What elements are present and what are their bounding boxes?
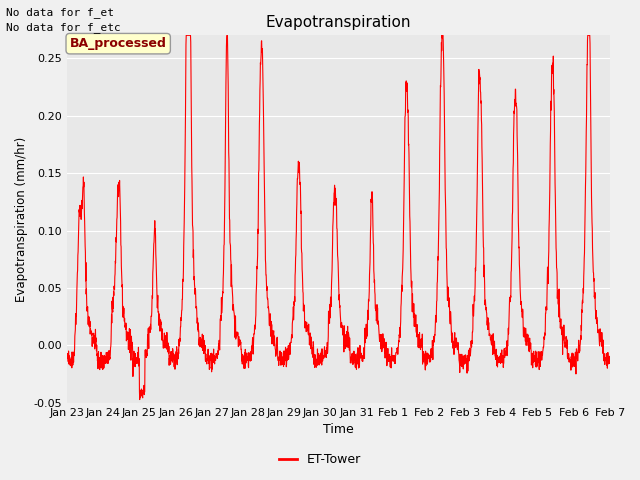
Text: No data for f_et: No data for f_et bbox=[6, 7, 115, 18]
Y-axis label: Evapotranspiration (mm/hr): Evapotranspiration (mm/hr) bbox=[15, 136, 28, 302]
Title: Evapotranspiration: Evapotranspiration bbox=[266, 15, 412, 30]
Text: No data for f_etc: No data for f_etc bbox=[6, 22, 121, 33]
Text: BA_processed: BA_processed bbox=[70, 37, 166, 50]
Legend: ET-Tower: ET-Tower bbox=[273, 448, 367, 471]
X-axis label: Time: Time bbox=[323, 423, 354, 436]
